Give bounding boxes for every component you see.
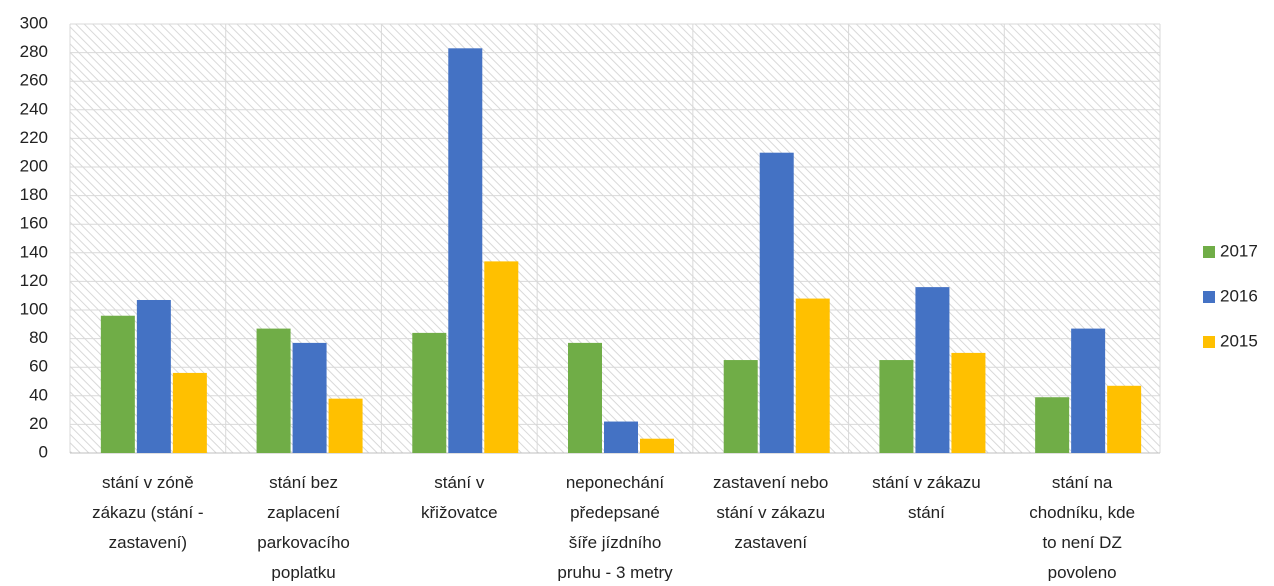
x-tick-label: stání v křižovatce bbox=[421, 473, 498, 522]
bar bbox=[484, 261, 519, 453]
bar bbox=[604, 421, 638, 453]
bar bbox=[448, 48, 483, 454]
bar bbox=[412, 332, 447, 453]
y-tick-label: 200 bbox=[20, 156, 48, 175]
y-tick-label: 220 bbox=[20, 128, 48, 147]
y-tick-label: 80 bbox=[29, 328, 48, 347]
bar bbox=[172, 372, 207, 453]
bar bbox=[915, 287, 950, 453]
y-tick-label: 40 bbox=[29, 385, 48, 404]
y-tick-label: 240 bbox=[20, 99, 48, 118]
y-tick-label: 280 bbox=[20, 42, 48, 61]
bar bbox=[795, 298, 830, 453]
x-tick-label: stání v zákazu stání bbox=[872, 473, 981, 522]
bar bbox=[100, 315, 135, 453]
bar bbox=[951, 352, 986, 453]
x-tick-label: stání bez zaplacení parkovacího poplatku bbox=[257, 473, 350, 581]
legend-swatch bbox=[1203, 336, 1215, 348]
bar bbox=[1107, 385, 1142, 453]
bar bbox=[879, 360, 914, 453]
legend-swatch bbox=[1203, 291, 1215, 303]
bar bbox=[759, 152, 794, 453]
y-tick-label: 300 bbox=[20, 13, 48, 32]
bar bbox=[1035, 397, 1070, 453]
x-tick-label: zastavení nebo stání v zákazu zastavení bbox=[713, 473, 828, 552]
bar bbox=[136, 299, 171, 453]
bar bbox=[292, 342, 327, 453]
y-tick-label: 60 bbox=[29, 357, 48, 376]
y-tick-label: 180 bbox=[20, 185, 48, 204]
legend-label: 2017 bbox=[1220, 241, 1258, 260]
x-tick-label: stání na chodníku, kde to není DZ povoleno bbox=[1029, 473, 1135, 581]
y-tick-label: 160 bbox=[20, 214, 48, 233]
legend-label: 2015 bbox=[1220, 331, 1258, 350]
bar bbox=[328, 398, 363, 453]
y-tick-label: 120 bbox=[20, 271, 48, 290]
legend-swatch bbox=[1203, 246, 1215, 258]
x-tick-label: neponechání předepsané šíře jízdního pruhu … bbox=[557, 473, 673, 581]
bar bbox=[568, 342, 602, 453]
y-tick-label: 100 bbox=[20, 299, 48, 318]
y-tick-label: 140 bbox=[20, 242, 48, 261]
bar bbox=[640, 438, 674, 453]
x-tick-label: stání v zóně zákazu (stání -zastavení) bbox=[92, 473, 204, 552]
y-tick-label: 0 bbox=[39, 442, 48, 461]
bar bbox=[723, 360, 758, 453]
plot-area bbox=[70, 24, 1160, 453]
bar bbox=[256, 328, 291, 453]
y-tick-label: 20 bbox=[29, 414, 48, 433]
bar bbox=[1071, 328, 1106, 453]
legend-label: 2016 bbox=[1220, 286, 1258, 305]
y-tick-label: 260 bbox=[20, 71, 48, 90]
